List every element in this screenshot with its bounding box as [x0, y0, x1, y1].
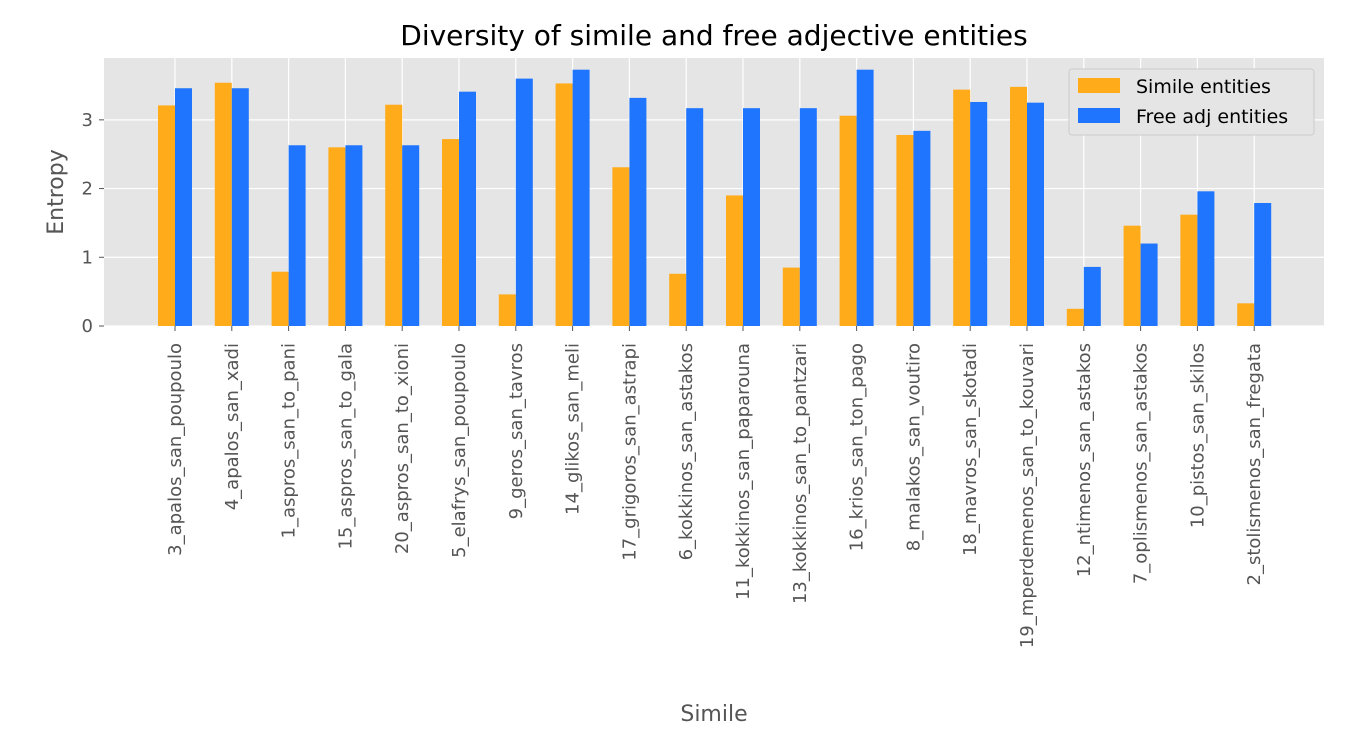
bar-simile-entities [669, 273, 687, 326]
legend-swatch-free-adj [1078, 108, 1120, 123]
x-tick-label: 6_kokkinos_san_astakos [676, 343, 697, 560]
bar-simile-entities [555, 83, 573, 326]
bar-free-adj-entities [402, 145, 420, 326]
chart-title: Diversity of simile and free adjective e… [400, 19, 1027, 52]
legend-swatch-simile [1078, 78, 1120, 93]
x-tick-label: 11_kokkinos_san_paparouna [733, 343, 754, 600]
bars [158, 69, 1272, 327]
bar-free-adj-entities [970, 101, 988, 326]
bar-free-adj-entities [572, 69, 590, 326]
bar-free-adj-entities [913, 130, 931, 326]
bar-simile-entities [328, 147, 346, 326]
bar-simile-entities [953, 89, 971, 326]
x-tick-label: 10_pistos_san_skilos [1187, 343, 1208, 528]
x-axis-label: Simile [680, 702, 747, 727]
bar-free-adj-entities [175, 88, 192, 326]
x-tick-label: 14_glikos_san_meli [563, 343, 584, 515]
bar-free-adj-entities [288, 145, 306, 326]
legend-label-simile: Simile entities [1136, 76, 1271, 98]
x-tick-label: 16_krios_san_ton_pago [847, 343, 868, 551]
x-tick-label: 12_ntimenos_san_astakos [1074, 343, 1095, 577]
bar-simile-entities [1180, 214, 1198, 326]
bar-free-adj-entities [459, 91, 476, 327]
legend: Simile entities Free adj entities [1068, 68, 1315, 136]
y-tick-label: 2 [82, 179, 93, 200]
bar-free-adj-entities [686, 108, 704, 327]
y-tick-label: 1 [82, 247, 93, 268]
x-tick-label: 1_aspros_san_to_pani [279, 343, 300, 538]
x-tick-label: 19_mperdemenos_san_to_kouvari [1017, 343, 1038, 648]
bar-free-adj-entities [1083, 266, 1101, 326]
bar-simile-entities [214, 82, 232, 326]
x-tick-label: 13_kokkinos_san_to_pantzari [790, 343, 811, 604]
y-axis-ticks: 0 1 2 3 [82, 110, 104, 337]
y-tick-label: 0 [82, 316, 93, 337]
y-tick-label: 3 [82, 110, 93, 131]
bar-free-adj-entities [231, 88, 249, 326]
bar-free-adj-entities [743, 108, 760, 327]
bar-simile-entities [839, 115, 857, 326]
x-tick-label: 18_mavros_san_skotadi [960, 343, 981, 556]
legend-box [1068, 68, 1315, 136]
bar-simile-entities [385, 104, 403, 326]
bar-simile-entities [1010, 86, 1027, 326]
x-axis-ticks: 3_apalos_san_poupoulo 4_apalos_san_xadi 1_… [165, 326, 1265, 648]
bar-simile-entities [271, 271, 289, 326]
bar-free-adj-entities [629, 97, 647, 326]
bar-free-adj-entities [799, 108, 817, 327]
x-tick-label: 7_oplismenos_san_astakos [1131, 343, 1152, 584]
x-tick-label: 2_stolismenos_san_fregata [1244, 343, 1265, 585]
x-tick-label: 3_apalos_san_poupoulo [165, 343, 186, 556]
bar-free-adj-entities [1197, 191, 1215, 326]
bar-free-adj-entities [1254, 202, 1272, 326]
bar-simile-entities [782, 267, 800, 326]
bar-simile-entities [726, 195, 743, 326]
x-tick-label: 20_aspros_san_to_xioni [392, 343, 413, 554]
x-tick-label: 4_apalos_san_xadi [222, 343, 243, 510]
bar-free-adj-entities [1140, 243, 1158, 326]
y-axis-label: Entropy [44, 149, 69, 234]
bar-simile-entities [498, 294, 516, 326]
bar-simile-entities [442, 139, 459, 326]
bar-simile-entities [1123, 225, 1141, 326]
x-tick-label: 15_aspros_san_to_gala [335, 343, 356, 550]
x-tick-label: 5_elafrys_san_poupoulo [449, 343, 470, 558]
x-tick-label: 8_malakos_san_voutiro [903, 343, 924, 551]
legend-label-free-adj: Free adj entities [1136, 106, 1288, 128]
x-tick-label: 9_geros_san_tavros [506, 343, 527, 519]
bar-free-adj-entities [856, 69, 874, 326]
bar-simile-entities [896, 134, 914, 326]
bar-simile-entities [1237, 303, 1255, 326]
bar-simile-entities [1066, 308, 1084, 326]
bar-free-adj-entities [1027, 102, 1044, 327]
bar-simile-entities [158, 105, 175, 327]
bar-free-adj-entities [345, 145, 363, 326]
bar-free-adj-entities [515, 78, 533, 326]
bar-simile-entities [612, 167, 630, 326]
x-tick-label: 17_grigoros_san_astrapi [619, 343, 640, 561]
